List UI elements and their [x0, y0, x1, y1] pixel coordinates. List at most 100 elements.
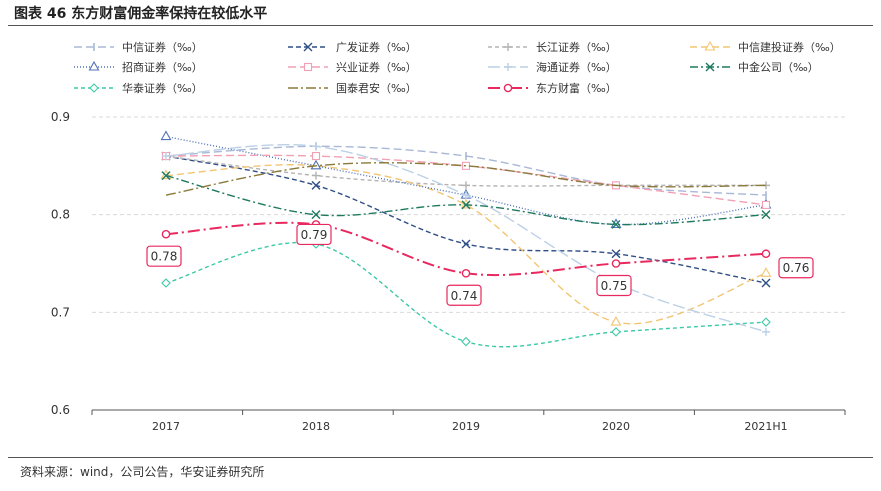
marker-x	[611, 219, 621, 229]
series-line	[165, 135, 767, 226]
marker-triangle	[460, 198, 472, 209]
marker-x	[761, 278, 771, 288]
marker-x	[311, 210, 321, 220]
data-label-box	[778, 257, 814, 279]
data-label: 0.76	[783, 261, 810, 275]
x-tick-label: 2021H1	[744, 420, 787, 433]
legend-entry: 招商证券（‰）	[74, 60, 203, 74]
legend-entry: 长江证券（‰）	[488, 40, 617, 54]
series-东方财富（‰）	[161, 220, 771, 278]
marker-diamond	[89, 83, 99, 93]
marker-triangle	[704, 40, 716, 51]
source-note: 资料来源：wind，公司公告，华安证券研究所	[20, 465, 265, 479]
marker-square	[461, 161, 471, 170]
legend-label: 招商证券（‰）	[122, 60, 203, 74]
data-label-box	[296, 223, 332, 246]
marker-plus	[162, 152, 170, 161]
marker-plus	[762, 327, 770, 336]
title-divider	[8, 25, 873, 26]
chart-axes: 0.6 0.7 0.8 0.9 2017 2018 2019 2020 2021H1	[51, 110, 846, 433]
marker-triangle	[610, 218, 622, 228]
data-label: 0.79	[301, 228, 328, 242]
marker-diamond	[161, 278, 171, 288]
series-line	[165, 162, 767, 196]
y-tick-label: 0.7	[51, 305, 70, 319]
marker-plus	[312, 142, 320, 151]
marker-triangle	[88, 60, 100, 71]
legend-label: 兴业证券（‰）	[336, 60, 417, 74]
marker-triangle	[610, 315, 622, 326]
marker-x	[303, 42, 313, 52]
legend-label: 广发证券（‰）	[336, 40, 417, 54]
legend-entry: 中信证券（‰）	[74, 40, 203, 54]
marker-x	[461, 200, 471, 210]
x-tick-label: 2019	[452, 420, 480, 433]
legend-entry: 广发证券（‰）	[288, 40, 417, 54]
series-华泰证券（‰）	[161, 239, 771, 348]
legend-label: 华泰证券（‰）	[122, 81, 203, 95]
legend-label: 中信建投证券（‰）	[738, 40, 841, 54]
legend-entry: 兴业证券（‰）	[288, 60, 417, 74]
series-中信建投证券（‰）	[160, 159, 772, 326]
marker-x	[761, 210, 771, 220]
marker-plus	[504, 43, 512, 51]
legend-entry: 东方财富（‰）	[488, 81, 617, 95]
data-label: 0.75	[601, 279, 628, 293]
marker-plus	[312, 171, 320, 180]
x-tick-label: 2020	[602, 420, 630, 433]
legend-label: 海通证券（‰）	[536, 60, 617, 74]
marker-x	[705, 62, 715, 72]
chart-data-labels: 0.78 0.79 0.74 0.75 0.76	[146, 223, 814, 306]
marker-circle	[761, 249, 771, 259]
marker-circle	[611, 259, 621, 268]
legend-entry: 华泰证券（‰）	[74, 81, 203, 95]
marker-triangle	[760, 267, 772, 277]
legend-entry: 国泰君安（‰）	[288, 81, 417, 95]
y-tick-label: 0.6	[51, 403, 70, 417]
series-line	[165, 164, 767, 325]
marker-diamond	[461, 336, 471, 347]
figure-title: 图表 46 东方财富佣金率保持在较低水平	[14, 6, 268, 22]
legend-entry: 中信建投证券（‰）	[690, 40, 841, 54]
footer-divider	[8, 457, 873, 458]
marker-x	[311, 180, 321, 190]
series-line	[165, 221, 767, 277]
marker-x	[611, 249, 621, 259]
legend-label: 长江证券（‰）	[536, 40, 617, 54]
marker-x	[161, 171, 171, 181]
marker-diamond	[611, 327, 621, 337]
data-label-box	[446, 284, 482, 306]
marker-triangle	[160, 130, 172, 141]
marker-plus	[462, 181, 470, 190]
marker-circle	[461, 268, 471, 278]
legend-entry: 海通证券（‰）	[488, 60, 617, 74]
series-广发证券（‰）	[161, 151, 771, 288]
marker-circle	[503, 83, 513, 93]
legend-label: 中金公司（‰）	[738, 60, 819, 74]
legend-label: 国泰君安（‰）	[336, 81, 417, 95]
chart-gridlines	[92, 116, 845, 313]
data-label: 0.78	[151, 250, 178, 264]
marker-x	[461, 239, 471, 249]
data-label-box	[596, 274, 632, 297]
chart-series	[160, 130, 772, 348]
series-国泰君安（‰）	[165, 162, 767, 196]
marker-plus	[504, 63, 512, 71]
line-chart: 中信证券（‰） 广发证券（‰） 长江证券（‰） 中信建投证券（‰） 招商证券（‰） 兴业证…	[51, 40, 846, 433]
legend-label: 中信证券（‰）	[122, 40, 203, 54]
marker-square	[311, 152, 321, 161]
marker-plus	[462, 191, 470, 200]
marker-triangle	[310, 159, 322, 170]
marker-square	[303, 62, 313, 72]
x-tick-label: 2018	[302, 420, 330, 433]
y-tick-label: 0.9	[51, 110, 70, 124]
marker-circle	[161, 229, 171, 239]
y-tick-label: 0.8	[51, 208, 70, 222]
data-label-box	[146, 245, 182, 267]
series-中金公司（‰）	[161, 171, 771, 229]
legend-entry: 中金公司（‰）	[690, 60, 819, 74]
legend-label: 东方财富（‰）	[536, 81, 617, 95]
marker-diamond	[761, 317, 771, 327]
marker-square	[761, 200, 771, 209]
data-label: 0.74	[451, 289, 478, 303]
